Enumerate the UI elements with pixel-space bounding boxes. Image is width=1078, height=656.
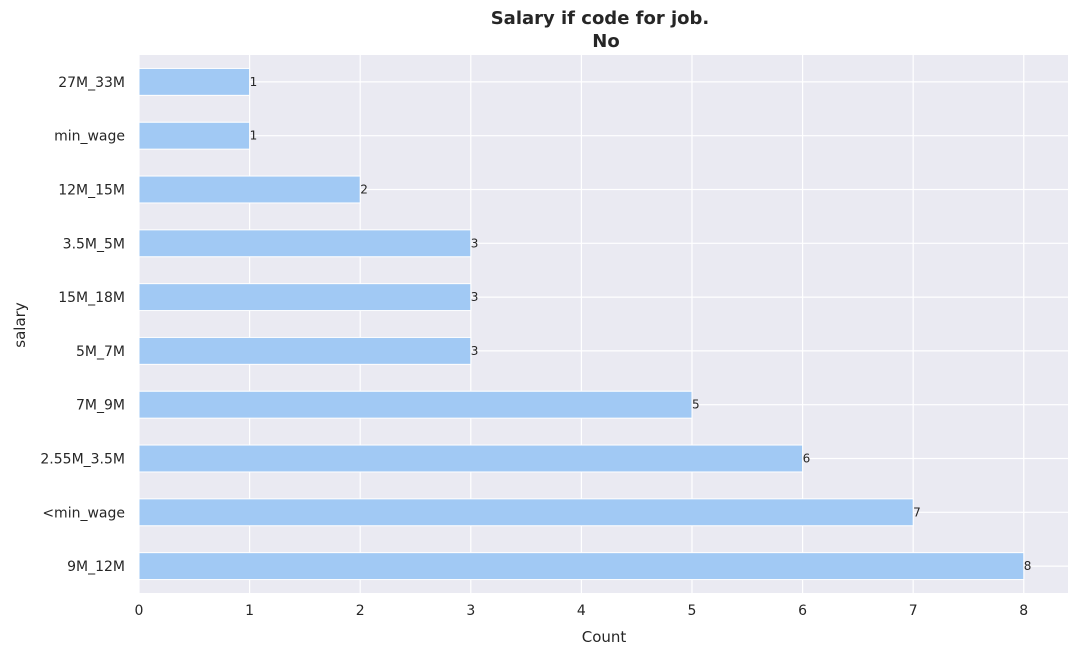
- bar: [138, 390, 693, 419]
- data-labels-group: 8 7 6 5 3 3 3 2 1 1: [250, 75, 1032, 573]
- bar: [138, 67, 251, 96]
- y-tick-label: 15M_18M: [58, 290, 125, 306]
- y-tick-label: min_wage: [54, 129, 125, 145]
- y-tick-labels: 9M_12M <min_wage 2.55M_3.5M 7M_9M 5M_7M 15M_1…: [40, 75, 125, 575]
- bar-value-label: 3: [471, 344, 479, 358]
- bar-value-label: 3: [471, 236, 479, 250]
- y-tick-label: 9M_12M: [67, 559, 125, 575]
- bar: [138, 552, 1025, 581]
- bar-value-label: 2: [360, 183, 368, 197]
- bar-value-label: 5: [692, 398, 700, 412]
- x-tick-label: 2: [356, 603, 365, 619]
- bar-value-label: 8: [1024, 559, 1032, 573]
- x-tick-label: 4: [577, 603, 586, 619]
- bar-value-label: 6: [803, 452, 811, 466]
- x-axis-label: Count: [582, 628, 627, 646]
- y-tick-label: 7M_9M: [76, 398, 125, 414]
- y-tick-label: 2.55M_3.5M: [40, 452, 125, 468]
- y-tick-label: <min_wage: [42, 505, 125, 521]
- x-tick-labels: 0 1 2 3 4 5 6 7 8: [135, 603, 1029, 619]
- chart-title-line-2: No: [592, 31, 619, 52]
- y-tick-label: 3.5M_5M: [63, 236, 125, 252]
- x-tick-label: 0: [135, 603, 144, 619]
- bar: [138, 498, 914, 527]
- y-tick-label: 27M_33M: [58, 75, 125, 91]
- x-tick-label: 1: [245, 603, 254, 619]
- x-tick-label: 6: [798, 603, 807, 619]
- bar: [138, 175, 361, 204]
- bar: [138, 121, 251, 150]
- bar: [138, 444, 804, 473]
- bar-value-label: 7: [913, 505, 921, 519]
- bars-group: [138, 67, 1025, 581]
- y-tick-label: 5M_7M: [76, 344, 125, 360]
- y-axis-label: salary: [11, 302, 29, 348]
- bar-value-label: 1: [250, 129, 258, 143]
- x-tick-label: 5: [688, 603, 697, 619]
- bar: [138, 283, 472, 312]
- bar-value-label: 1: [250, 75, 258, 89]
- x-tick-label: 7: [909, 603, 918, 619]
- chart-title-line-1: Salary if code for job.: [491, 8, 710, 29]
- bar-value-label: 3: [471, 290, 479, 304]
- x-tick-label: 8: [1019, 603, 1028, 619]
- x-tick-label: 3: [466, 603, 475, 619]
- bar: [138, 229, 472, 258]
- bar: [138, 336, 472, 365]
- y-tick-label: 12M_15M: [58, 183, 125, 199]
